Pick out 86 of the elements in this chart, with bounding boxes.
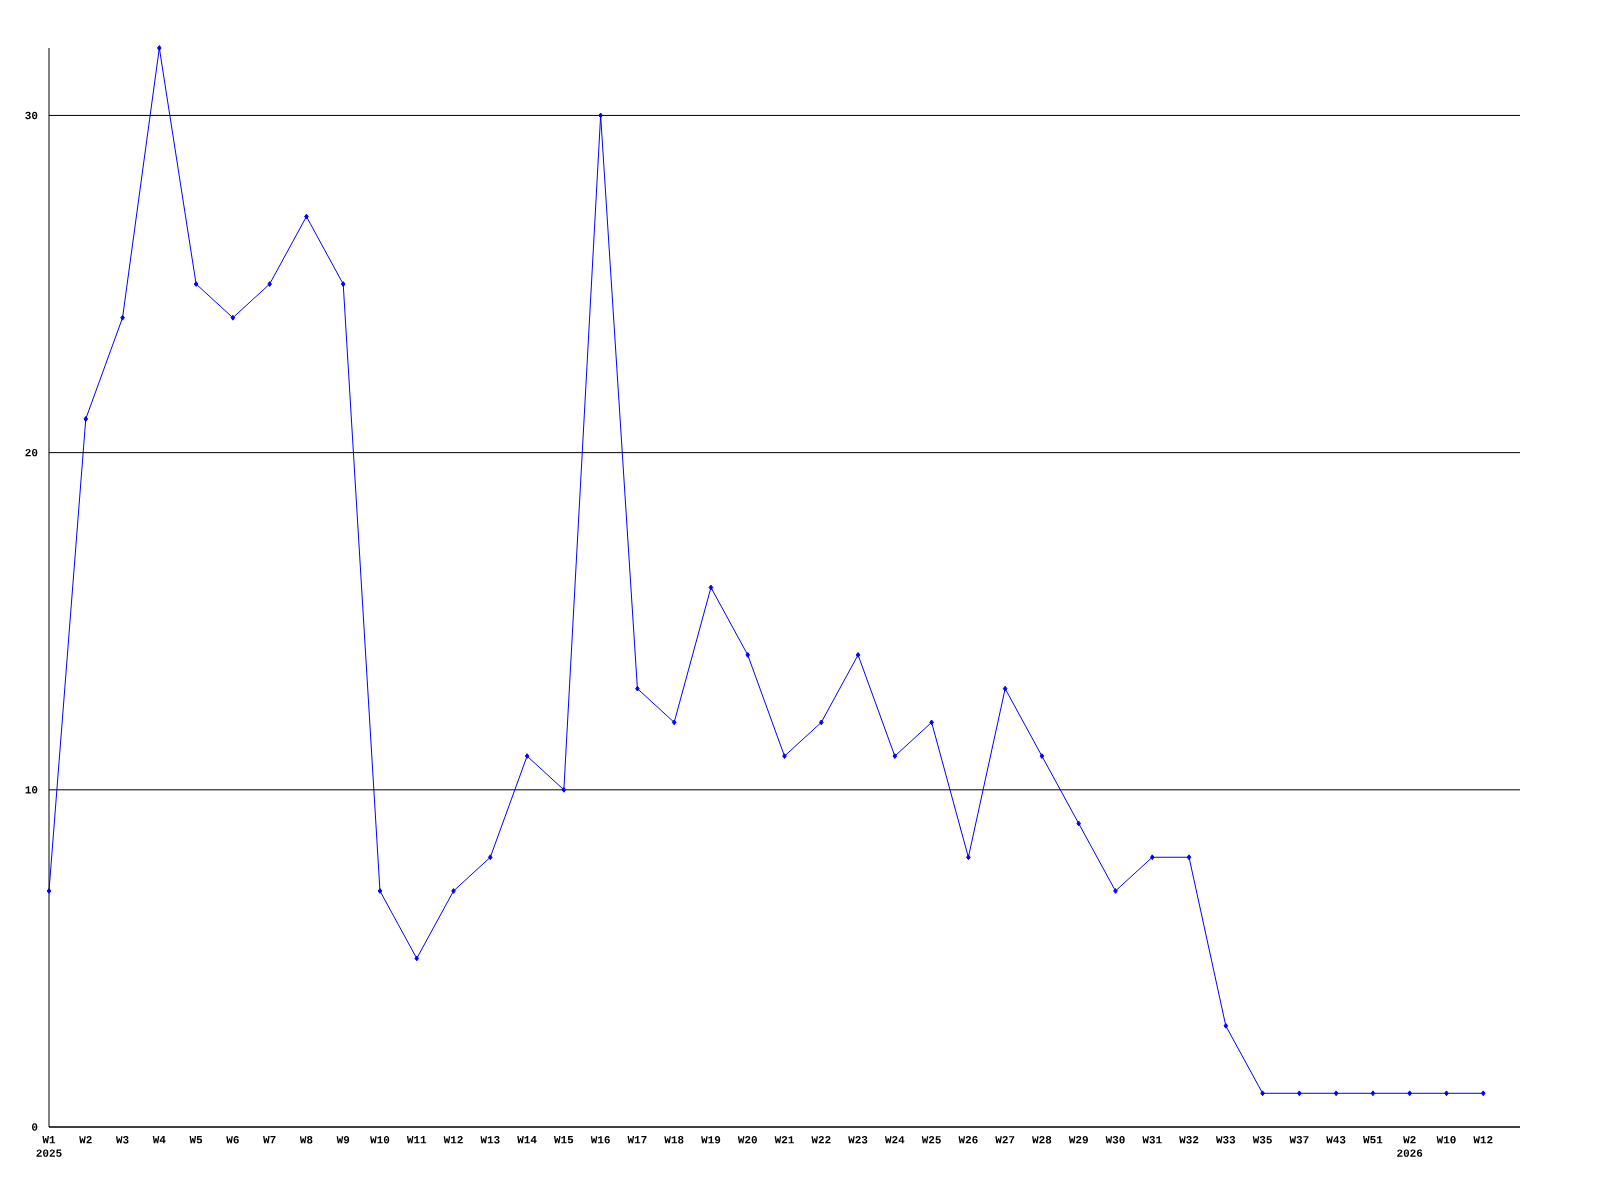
- point: [1260, 1090, 1265, 1097]
- x-tick-label: W12: [443, 1136, 463, 1144]
- x-tick-label: W32: [1179, 1136, 1199, 1144]
- point: [157, 45, 162, 51]
- point: [230, 314, 236, 321]
- point: [1186, 854, 1192, 861]
- point: [414, 955, 420, 962]
- point: [451, 888, 456, 894]
- x-tick-label: W11: [406, 1136, 427, 1144]
- point: [671, 719, 677, 726]
- point: [1407, 1090, 1412, 1097]
- point: [1444, 1090, 1449, 1097]
- point: [745, 652, 751, 658]
- text: 2026: [1397, 1149, 1423, 1157]
- point: [340, 281, 346, 287]
- x-tick-label: W26: [958, 1136, 978, 1144]
- point: [561, 786, 567, 793]
- y-tick-label: 20: [25, 448, 38, 457]
- x-tick-label: W20: [737, 1136, 757, 1144]
- x-tick-label: W33: [1215, 1136, 1236, 1144]
- x-tick-label: W7: [263, 1136, 276, 1144]
- point: [304, 213, 309, 220]
- point: [1223, 1022, 1229, 1029]
- x-tick-label: W17: [627, 1136, 647, 1144]
- x-tick-label: W23: [848, 1136, 868, 1144]
- point: [1113, 888, 1118, 894]
- point: [1076, 820, 1082, 827]
- point: [1480, 1090, 1486, 1097]
- x-tick-label: W24: [884, 1136, 905, 1144]
- point: [193, 281, 199, 287]
- x-tick-label: W27: [995, 1136, 1015, 1144]
- x-tick-label: W8: [299, 1136, 313, 1144]
- point: [1370, 1090, 1376, 1097]
- x-tick-label: W4: [152, 1136, 166, 1144]
- point: [929, 719, 934, 726]
- x-tick-label: W31: [1142, 1136, 1162, 1144]
- x-tick-label: W10: [370, 1136, 390, 1144]
- point: [1039, 753, 1045, 759]
- x-tick-label: W29: [1068, 1136, 1088, 1144]
- point: [855, 652, 861, 658]
- point: [892, 753, 898, 759]
- x-tick-label: W14: [517, 1136, 537, 1144]
- point: [782, 753, 787, 759]
- point: [488, 854, 493, 861]
- x-tick-label: W51: [1363, 1136, 1383, 1144]
- x-tick-label: W37: [1289, 1136, 1309, 1144]
- x-tick-label: W30: [1105, 1136, 1125, 1144]
- y-tick-label: 10: [25, 786, 38, 794]
- point: [1002, 685, 1008, 692]
- x-tick-label: W15: [553, 1136, 574, 1144]
- x-tick-label: W19: [701, 1136, 721, 1144]
- y-tick-label: 0: [32, 1123, 38, 1131]
- x-tick-label: W21: [774, 1136, 794, 1144]
- text: 2025: [36, 1149, 62, 1157]
- point: [1149, 854, 1155, 861]
- point: [267, 281, 272, 287]
- point: [524, 753, 530, 759]
- point: [120, 314, 125, 321]
- point: [966, 854, 971, 861]
- point: [635, 685, 640, 692]
- y-tick-label: 30: [25, 111, 38, 120]
- x-tick-label: W6: [226, 1136, 239, 1144]
- x-tick-label: W25: [921, 1136, 941, 1144]
- point: [1333, 1090, 1339, 1097]
- x-tick-label: W13: [480, 1136, 500, 1144]
- point: [46, 888, 52, 894]
- x-tick-label: W9: [336, 1136, 350, 1144]
- x-tick-label: W1: [42, 1136, 56, 1144]
- x-tick-label: W18: [664, 1136, 684, 1144]
- point: [377, 888, 383, 894]
- x-tick-label: W35: [1252, 1136, 1272, 1144]
- point: [708, 584, 714, 591]
- x-tick-label: W2: [79, 1136, 92, 1144]
- x-tick-label: W12: [1473, 1136, 1493, 1144]
- x-tick-label: W2: [1403, 1136, 1416, 1144]
- x-tick-label: W28: [1032, 1136, 1052, 1144]
- point: [818, 719, 824, 726]
- x-tick-label: W16: [590, 1136, 610, 1144]
- x-tick-label: W5: [189, 1136, 203, 1144]
- point: [1297, 1090, 1302, 1097]
- x-tick-label: W3: [115, 1136, 129, 1144]
- x-tick-label: W43: [1326, 1136, 1346, 1144]
- x-tick-label: W10: [1436, 1136, 1456, 1144]
- point: [83, 416, 89, 422]
- x-tick-label: W22: [811, 1136, 831, 1144]
- point: [598, 112, 603, 119]
